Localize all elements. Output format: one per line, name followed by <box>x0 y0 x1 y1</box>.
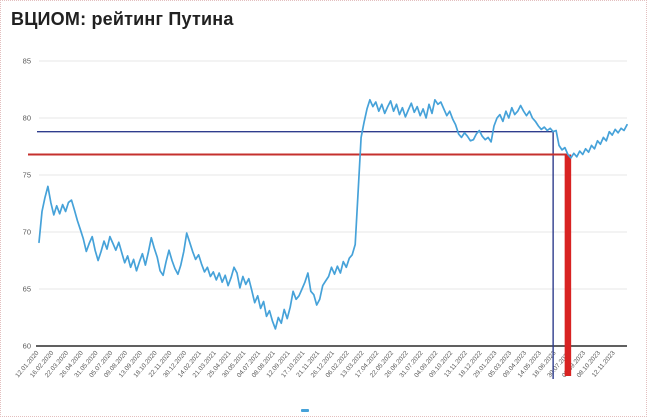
y-tick-label: 85 <box>23 57 31 66</box>
y-tick-label: 75 <box>23 171 31 180</box>
y-tick-label: 60 <box>23 342 31 351</box>
series-legend-marker <box>301 409 309 412</box>
y-tick-label: 70 <box>23 228 31 237</box>
y-tick-label: 65 <box>23 285 31 294</box>
rating-line-series[interactable] <box>38 98 628 330</box>
chart-title: ВЦИОМ: рейтинг Путина <box>11 9 234 29</box>
y-tick-label: 80 <box>23 114 31 123</box>
